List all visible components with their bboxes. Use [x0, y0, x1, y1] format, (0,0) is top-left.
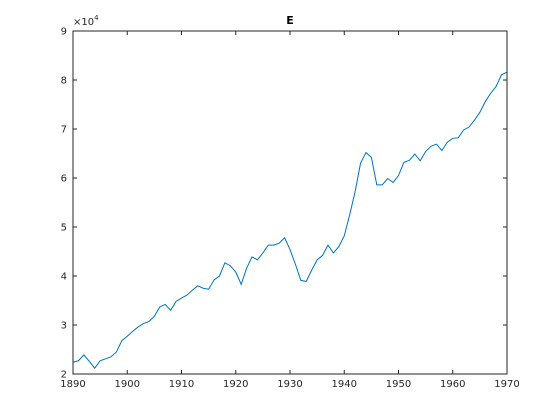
y-axis-exponent-label: ×104: [73, 14, 99, 28]
x-tick-label: 1960: [440, 379, 465, 390]
y-tick-label: 8: [61, 76, 67, 87]
y-tick-label: 7: [61, 125, 67, 136]
y-tick-label: 6: [61, 174, 67, 185]
y-axis-exponent-base: ×10: [73, 17, 94, 28]
y-tick-label: 4: [61, 272, 67, 283]
chart-title: E: [286, 14, 294, 27]
x-tick-label: 1920: [223, 379, 248, 390]
x-tick-label: 1970: [494, 379, 519, 390]
plot-area: [73, 31, 507, 374]
axes-box: [72, 30, 508, 375]
y-axis-exponent-power: 4: [94, 14, 99, 22]
x-tick-label: 1950: [386, 379, 411, 390]
x-tick-label: 1940: [332, 379, 357, 390]
y-tick-label: 9: [61, 27, 67, 38]
x-tick-label: 1910: [169, 379, 194, 390]
x-tick-label: 1900: [115, 379, 140, 390]
x-tick-label: 1930: [277, 379, 302, 390]
y-axis-ticks: 2 3 4 5 6 7 8 9: [61, 27, 507, 381]
series-line: [72, 71, 508, 369]
y-tick-label: 3: [61, 321, 67, 332]
y-tick-label: 5: [61, 223, 67, 234]
x-tick-label: 1890: [60, 379, 85, 390]
y-tick-label: 2: [61, 370, 67, 381]
